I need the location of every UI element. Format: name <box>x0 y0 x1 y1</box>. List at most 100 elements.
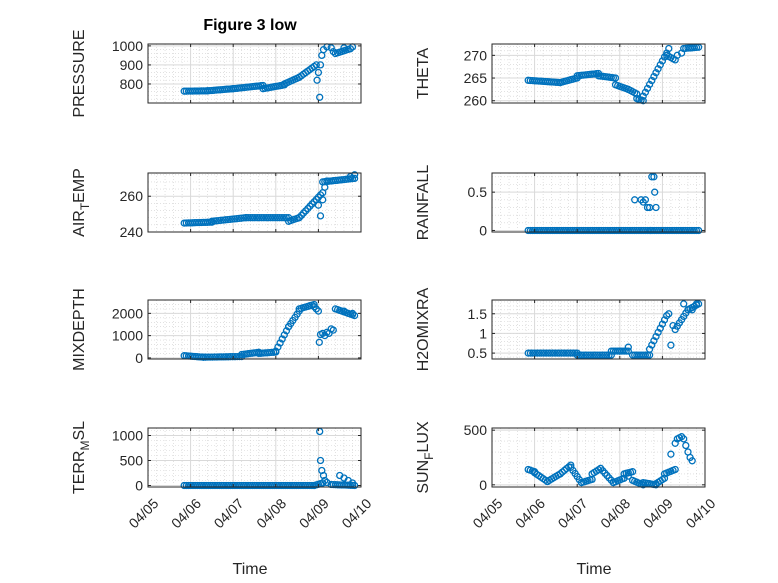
data-point <box>329 326 337 334</box>
subplot-8: 0 500 04/05 04/06 04/07 04/08 04/09 04/10 SUNFLU… <box>415 421 719 531</box>
data-point <box>666 226 674 235</box>
data-point <box>524 349 532 357</box>
data-point <box>314 307 323 315</box>
data-point <box>313 76 321 84</box>
x-tick-label: 04/06 <box>512 495 548 531</box>
plot-area <box>492 428 705 487</box>
data-point <box>282 327 291 335</box>
data-point <box>620 347 628 355</box>
data-point <box>667 450 675 458</box>
data-point <box>681 226 689 235</box>
data-point <box>211 353 219 361</box>
data-point <box>607 351 615 359</box>
data-point <box>591 351 600 359</box>
x-axis-label-right: Time <box>577 561 612 578</box>
plot-area <box>492 300 705 359</box>
y-axis-label: RAINFALL <box>415 165 432 241</box>
data-point <box>650 72 658 81</box>
data-point <box>648 173 656 181</box>
data-point <box>658 57 667 65</box>
y-tick-label: 1 <box>479 325 487 341</box>
x-tick-label: 04/07 <box>555 495 591 531</box>
x-tick-label: 04/07 <box>211 495 247 531</box>
data-point <box>611 74 620 82</box>
data-point <box>641 196 650 204</box>
data-point <box>624 343 632 351</box>
data-point <box>643 84 652 93</box>
data-point <box>669 321 677 330</box>
data-point <box>582 226 590 235</box>
data-point <box>220 481 228 490</box>
y-tick-label: 0 <box>135 350 143 366</box>
data-point <box>217 353 226 361</box>
data-point <box>258 214 266 222</box>
data-point <box>688 306 696 314</box>
axes-box <box>491 427 706 488</box>
data-point <box>628 226 636 235</box>
data-point <box>533 349 541 357</box>
data-point <box>582 351 590 359</box>
data-point <box>641 351 650 359</box>
data-point <box>308 481 316 490</box>
y-tick-label: 500 <box>464 422 488 438</box>
x-tick-label: 04/09 <box>640 495 676 531</box>
data-point <box>551 349 559 357</box>
data-point <box>199 353 208 361</box>
data-point <box>652 332 660 341</box>
data-point <box>566 349 575 357</box>
data-point <box>564 349 572 357</box>
data-point <box>564 226 572 235</box>
data-point <box>597 226 605 235</box>
data-point <box>654 65 662 73</box>
y-tick-label: 0 <box>135 478 143 494</box>
y-axis-label: AIRTEMP <box>71 168 92 237</box>
data-point <box>559 226 568 235</box>
data-point <box>319 196 327 204</box>
data-point <box>323 177 331 185</box>
subplot-7: 0 500 1000 04/05 04/06 04/07 04/08 04/09 04/10 TE… <box>71 421 375 531</box>
data-point <box>679 226 687 235</box>
data-point <box>329 47 337 56</box>
data-point <box>350 174 359 183</box>
subplot-3: 240 260 AIRTEMP <box>71 168 362 240</box>
x-tick-label: 04/08 <box>253 495 289 531</box>
data-point <box>540 349 548 357</box>
data-point <box>694 300 703 308</box>
plot-area <box>148 173 361 232</box>
data-point <box>692 300 701 308</box>
data-point <box>694 226 703 235</box>
plot-area <box>148 428 361 487</box>
data-point <box>204 353 212 361</box>
data-point <box>680 300 688 308</box>
data-point <box>677 49 686 57</box>
plot-area <box>148 44 361 103</box>
data-point <box>278 335 286 343</box>
data-point <box>560 466 569 475</box>
x-tick-label: 04/10 <box>338 495 374 531</box>
data-point <box>671 465 679 474</box>
data-point <box>253 214 261 222</box>
data-point <box>645 80 654 89</box>
data-point <box>312 61 320 69</box>
data-point <box>531 226 539 235</box>
y-tick-label: 0 <box>479 222 487 238</box>
data-point <box>643 203 652 212</box>
data-point <box>251 214 259 222</box>
data-point <box>215 353 223 361</box>
x-tick-label: 04/06 <box>168 495 204 531</box>
data-point <box>650 173 658 181</box>
data-point <box>544 226 552 235</box>
data-point <box>632 226 641 235</box>
data-point <box>315 338 323 346</box>
data-point <box>546 349 555 357</box>
data-point <box>677 433 686 441</box>
y-tick-label: 2000 <box>112 305 143 321</box>
data-point <box>321 476 329 485</box>
data-point <box>255 214 264 222</box>
y-tick-label: 1000 <box>112 328 143 344</box>
axes-box <box>491 43 706 104</box>
data-point <box>321 183 329 191</box>
data-point <box>610 226 619 235</box>
data-point <box>537 349 546 357</box>
data-point <box>280 214 288 222</box>
